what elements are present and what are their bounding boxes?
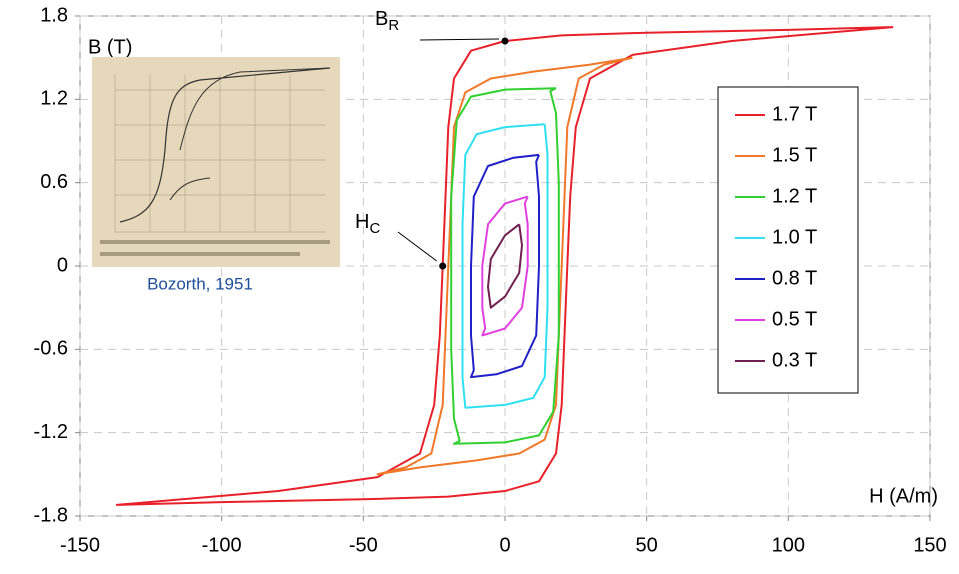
legend-label: 0.3 T xyxy=(772,349,817,371)
annotation-text: H xyxy=(355,211,369,233)
x-tick-label: -100 xyxy=(202,534,242,556)
loop-line xyxy=(487,223,523,309)
y-tick-label: 1.8 xyxy=(40,4,68,26)
annotation-subscript: C xyxy=(369,220,380,237)
y-tick-label: -1.8 xyxy=(34,504,68,526)
annotation-point xyxy=(501,37,509,45)
loop-line xyxy=(376,56,633,476)
legend-label: 0.5 T xyxy=(772,308,817,330)
legend-label: 1.0 T xyxy=(772,226,817,248)
annotation-point xyxy=(439,262,447,270)
legend-label: 1.7 T xyxy=(772,103,817,125)
x-tick-label: 50 xyxy=(636,534,658,556)
y-tick-label: -0.6 xyxy=(34,338,68,360)
annotation-arrow xyxy=(419,38,500,41)
y-tick-label: 0.6 xyxy=(40,171,68,193)
loop-line xyxy=(481,195,529,337)
y-tick-label: -1.2 xyxy=(34,421,68,443)
legend-label: 1.5 T xyxy=(772,144,817,166)
loop-line xyxy=(115,26,894,506)
x-tick-label: -150 xyxy=(60,534,100,556)
x-tick-label: 0 xyxy=(499,534,510,556)
inset-caption: Bozorth, 1951 xyxy=(147,274,253,293)
loop-line xyxy=(470,153,540,379)
legend-label: 0.8 T xyxy=(772,267,817,289)
x-tick-label: -50 xyxy=(349,534,378,556)
x-axis-label: H (A/m) xyxy=(869,485,938,507)
annotation-label: BR xyxy=(375,8,399,34)
annotation-arrow xyxy=(397,231,437,262)
legend-label: 1.2 T xyxy=(772,185,817,207)
x-tick-label: 100 xyxy=(772,534,805,556)
loop-line xyxy=(450,87,560,445)
y-tick-label: 0 xyxy=(57,254,68,276)
annotation-text: B xyxy=(375,8,388,30)
inset-image xyxy=(92,57,340,267)
annotation-label: HC xyxy=(355,211,380,237)
legend xyxy=(717,86,859,394)
x-tick-label: 150 xyxy=(913,534,946,556)
annotation-subscript: R xyxy=(388,17,399,34)
y-axis-label: B (T) xyxy=(88,36,132,58)
y-tick-label: 1.2 xyxy=(40,88,68,110)
loop-line xyxy=(461,123,549,409)
